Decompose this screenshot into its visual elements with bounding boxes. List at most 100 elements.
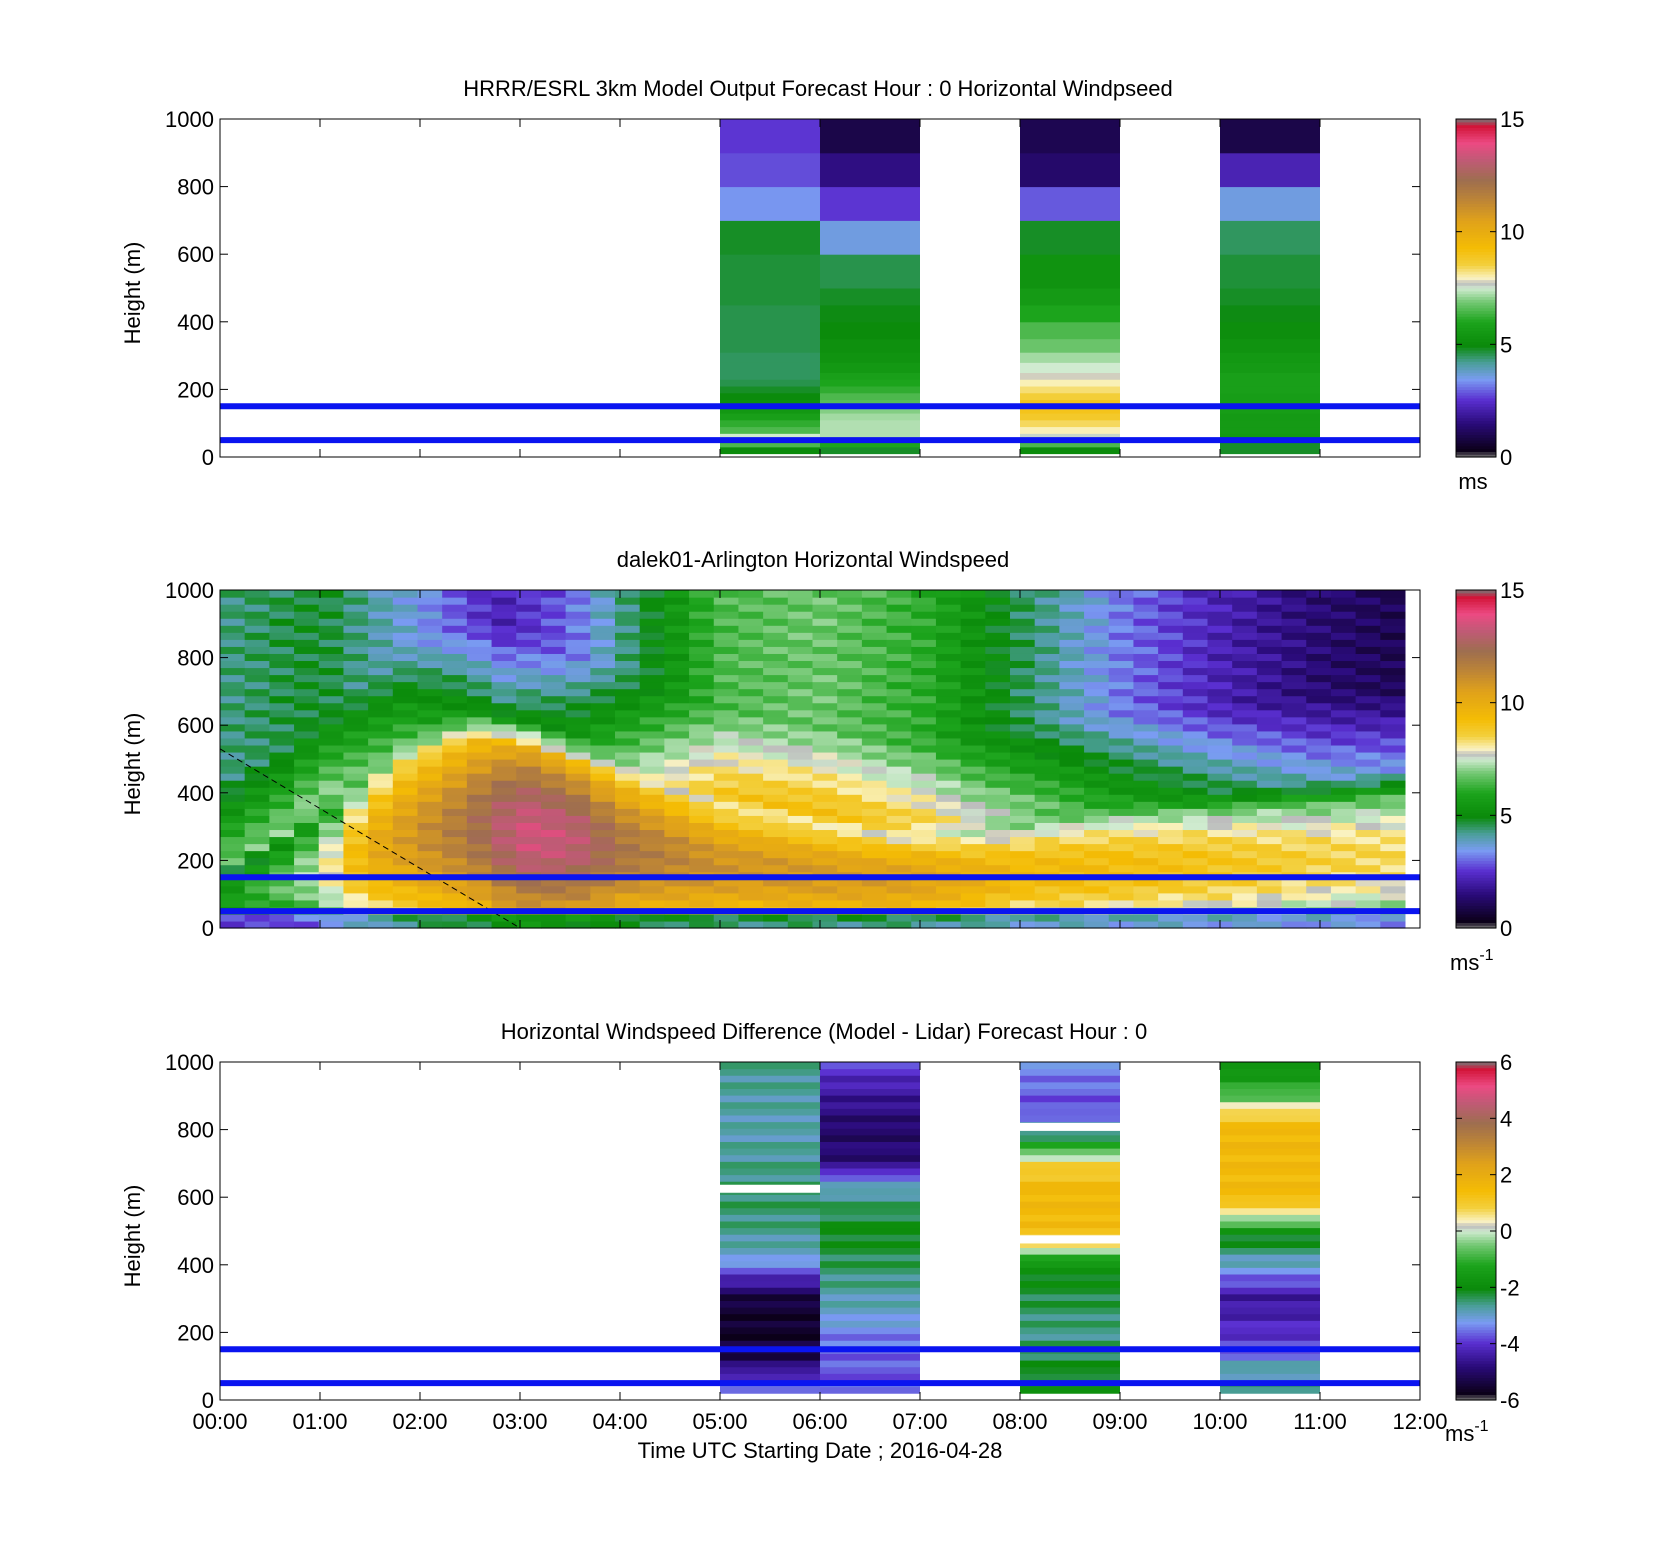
heatmap-cell	[639, 759, 665, 767]
heatmap-cell	[318, 808, 344, 816]
colorbar-tick-label: 5	[1500, 332, 1512, 357]
colorbar-swatch	[1456, 1129, 1496, 1134]
heatmap-cell	[820, 379, 920, 387]
heatmap-cell	[516, 780, 542, 788]
colorbar-swatch	[1456, 121, 1496, 126]
heatmap-cell	[318, 787, 344, 795]
heatmap-cell	[565, 674, 591, 683]
heatmap-cell	[1020, 1167, 1120, 1176]
heatmap-cell	[565, 695, 591, 704]
heatmap-cell	[516, 632, 542, 640]
heatmap-cell	[763, 920, 789, 929]
heatmap-cell	[1220, 1333, 1320, 1341]
heatmap-cell	[1133, 688, 1159, 697]
heatmap-cell	[820, 1134, 920, 1142]
heatmap-cell	[1380, 913, 1406, 922]
heatmap-cell	[935, 695, 962, 704]
heatmap-cell	[787, 716, 813, 725]
heatmap-cell	[720, 1353, 820, 1361]
heatmap-cell	[442, 590, 468, 598]
heatmap-cell	[466, 723, 493, 732]
heatmap-cell	[343, 751, 369, 760]
heatmap-cell	[491, 892, 517, 901]
dashed-line-segment	[219, 748, 521, 929]
colorbar-swatch	[1456, 161, 1496, 165]
colorbar-swatch	[1456, 601, 1496, 605]
heatmap-cell	[244, 660, 270, 669]
heatmap-cell	[911, 759, 937, 767]
heatmap-cell	[244, 730, 270, 739]
colorbar-swatch	[1456, 775, 1496, 780]
heatmap-cell	[417, 850, 443, 859]
heatmap-cell	[318, 913, 344, 922]
heatmap-cell	[1158, 702, 1184, 711]
heatmap-cell	[1133, 843, 1159, 852]
heatmap-cell	[1182, 801, 1208, 809]
heatmap-cell	[1207, 794, 1233, 802]
colorbar-swatch	[1456, 369, 1496, 374]
heatmap-cell	[1158, 667, 1184, 676]
heatmap-cell	[392, 730, 418, 739]
heatmap-cell	[911, 815, 937, 823]
heatmap-cell	[763, 787, 789, 795]
heatmap-cell	[565, 723, 591, 732]
heatmap-cell	[491, 625, 517, 633]
heatmap-cell	[466, 892, 493, 901]
heatmap-cell	[540, 590, 567, 598]
heatmap-cell	[738, 674, 764, 683]
heatmap-cell	[1380, 660, 1406, 669]
heatmap-cell	[1059, 625, 1085, 633]
heatmap-cell	[720, 372, 820, 380]
heatmap-cell	[1306, 920, 1332, 929]
heatmap-cell	[720, 440, 820, 448]
heatmap-cell	[1084, 646, 1110, 654]
heatmap-cell	[1207, 808, 1233, 816]
colorbar-swatch	[1456, 1132, 1496, 1136]
colorbar-swatch	[1456, 338, 1496, 343]
heatmap-cell	[318, 843, 344, 852]
heatmap-cell	[343, 632, 369, 640]
heatmap-cell	[590, 780, 616, 788]
heatmap-cell	[1158, 597, 1184, 605]
heatmap-cell	[837, 920, 863, 929]
heatmap-cell	[1306, 709, 1332, 718]
heatmap-cell	[491, 822, 517, 831]
colorbar-swatch	[1456, 273, 1496, 278]
heatmap-cell	[1220, 220, 1320, 255]
heatmap-cell	[911, 590, 937, 598]
heatmap-cell	[516, 751, 542, 760]
colorbar-swatch	[1456, 849, 1496, 853]
heatmap-cell	[911, 892, 937, 901]
colorbar-swatch	[1456, 1064, 1496, 1069]
white-gap-bar	[720, 1184, 820, 1193]
colorbar-swatch	[1456, 442, 1496, 447]
heatmap-cell	[392, 801, 418, 809]
heatmap-cell	[787, 674, 813, 683]
heatmap-cell	[1158, 899, 1184, 908]
heatmap-cell	[1059, 773, 1085, 781]
heatmap-cell	[720, 406, 820, 414]
heatmap-cell	[1330, 913, 1357, 922]
heatmap-cell	[294, 801, 320, 809]
heatmap-cell	[1010, 794, 1036, 802]
heatmap-cell	[1220, 433, 1320, 441]
heatmap-cell	[911, 688, 937, 697]
colorbar-swatch	[1456, 809, 1496, 814]
heatmap-cell	[565, 744, 591, 753]
heatmap-cell	[516, 808, 542, 816]
colorbar-swatch	[1456, 349, 1496, 354]
heatmap-cell	[812, 681, 838, 690]
heatmap-cell	[763, 815, 789, 823]
heatmap-cell	[689, 730, 715, 739]
heatmap-cell	[1182, 674, 1208, 683]
heatmap-cell	[442, 773, 468, 781]
heatmap-cell	[244, 674, 270, 683]
heatmap-cell	[837, 836, 863, 845]
heatmap-cell	[318, 885, 344, 894]
heatmap-cell	[820, 288, 920, 306]
heatmap-cell	[442, 920, 468, 929]
heatmap-cell	[1232, 808, 1258, 816]
heatmap-cell	[861, 688, 888, 697]
heatmap-cell	[1232, 899, 1258, 908]
colorbar-swatch	[1456, 1090, 1496, 1094]
